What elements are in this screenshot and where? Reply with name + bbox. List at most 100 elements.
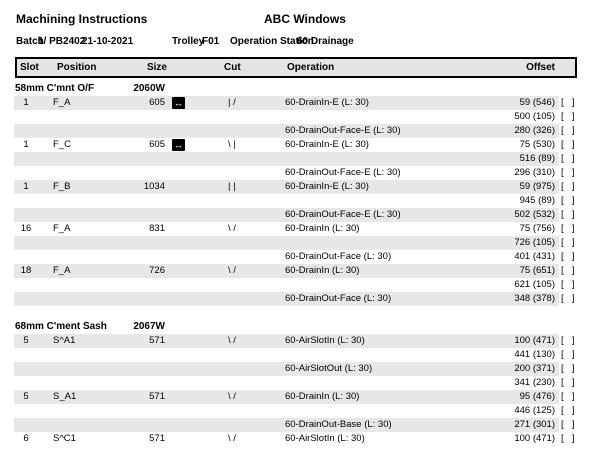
cell-position: S^A1 [53,335,76,346]
checkbox-brackets: [ ] [561,139,576,150]
checkbox-brackets: [ ] [561,433,576,444]
checkbox-brackets: [ ] [561,209,576,220]
cell-offset: 95 (476) [519,391,555,402]
table-header: Slot Position Size Cut Operation Offset [15,57,577,78]
cell-offset: 271 (301) [514,419,555,430]
table-row: 621 (105) [ ] [0,278,600,292]
section-rows: 1 F_A 605 ↔ | / 60-DrainIn-E (L: 30) 59 … [0,96,600,306]
cell-size: 831 [149,223,165,234]
checkbox-brackets: [ ] [561,335,576,346]
table-row: 446 (125) [ ] [0,404,600,418]
section-rows: 5 S^A1 571 \ / 60-AirSlotIn (L: 30) 100 … [0,334,600,446]
row-shading-band [14,418,559,432]
section-header: 68mm C'ment Sash 2067W [0,319,600,334]
cell-position: S_A1 [53,391,77,402]
station-value: 60 Drainage [297,36,354,47]
row-shading-band [14,264,559,278]
table-row: 500 (105) [ ] [0,110,600,124]
batch-bar: Batch 1/ PB2402 21-10-2021 Trolley F01 O… [0,36,600,50]
column-header-slot: Slot [20,62,39,73]
row-shading-band [14,180,559,194]
batch-label: Batch [16,36,44,47]
table-section: 58mm C'mnt O/F 2060W 1 F_A 605 ↔ | / 60-… [0,81,600,306]
cell-size: 605 [149,139,165,150]
cell-size: 726 [149,265,165,276]
table-row: 945 (89) [ ] [0,194,600,208]
cell-offset: 59 (546) [519,97,555,108]
row-shading-band [14,152,559,166]
cell-cut: \ / [228,391,236,402]
cell-operation: 60-DrainIn (L: 30) [285,265,360,276]
column-header-size: Size [146,62,167,73]
cell-slot: 6 [23,433,29,444]
table-row: 60-DrainOut-Face-E (L: 30) 296 (310) [ ] [0,166,600,180]
cell-size: 571 [149,335,165,346]
cell-operation: 60-DrainOut-Face-E (L: 30) [285,209,401,220]
flip-arrow-icon: ↔ [172,97,185,109]
table-body: 58mm C'mnt O/F 2060W 1 F_A 605 ↔ | / 60-… [0,79,600,446]
cell-slot: 16 [20,223,32,234]
company-name: ABC Windows [264,12,346,26]
checkbox-brackets: [ ] [561,419,576,430]
table-row: 726 (105) [ ] [0,236,600,250]
cell-cut: \ / [228,335,236,346]
cell-position: F_A [53,265,71,276]
cell-offset: 280 (326) [514,125,555,136]
batch-date: 21-10-2021 [82,36,134,47]
cell-cut: \ / [228,265,236,276]
cell-operation: 60-DrainOut-Face-E (L: 30) [285,167,401,178]
cell-operation: 60-DrainIn-E (L: 30) [285,97,369,108]
row-shading-band [14,390,559,404]
table-row: 60-DrainOut-Face (L: 30) 401 (431) [ ] [0,250,600,264]
table-row: 60-AirSlotOut (L: 30) 200 (371) [ ] [0,362,600,376]
checkbox-brackets: [ ] [561,125,576,136]
table-row: 441 (130) [ ] [0,348,600,362]
cell-size: 571 [149,433,165,444]
trolley-label: Trolley [172,36,205,47]
cell-cut: \ | [228,139,236,150]
cell-size: 571 [149,391,165,402]
column-header-operation: Operation [287,62,335,73]
cell-operation: 60-DrainIn-E (L: 30) [285,181,369,192]
cell-offset: 296 (310) [514,167,555,178]
flip-arrow-icon: ↔ [172,139,185,151]
cell-offset: 441 (130) [514,349,555,360]
cell-offset: 516 (89) [519,153,555,164]
cell-operation: 60-DrainOut-Face (L: 30) [285,293,392,304]
cell-offset: 100 (471) [514,433,555,444]
checkbox-brackets: [ ] [561,111,576,122]
cell-size: 1034 [143,181,165,192]
cell-offset: 200 (371) [514,363,555,374]
table-row: 341 (230) [ ] [0,376,600,390]
cell-offset: 100 (471) [514,335,555,346]
table-row: 60-DrainOut-Face (L: 30) 348 (378) [ ] [0,292,600,306]
table-row: 60-DrainOut-Face-E (L: 30) 280 (326) [ ] [0,124,600,138]
cell-position: F_B [53,181,71,192]
cell-slot: 5 [23,335,29,346]
section-profile-code: 2067W [133,321,165,332]
row-shading-band [14,96,559,110]
cell-offset: 945 (89) [519,195,555,206]
cell-cut: | / [228,97,236,108]
checkbox-brackets: [ ] [561,377,576,388]
table-row: 5 S_A1 571 \ / 60-DrainIn (L: 30) 95 (47… [0,390,600,404]
cell-operation: 60-DrainIn-E (L: 30) [285,139,369,150]
cell-operation: 60-DrainOut-Face-E (L: 30) [285,125,401,136]
cell-offset: 348 (378) [514,293,555,304]
cell-position: F_C [53,139,71,150]
cell-cut: \ / [228,223,236,234]
table-row: 60-DrainOut-Face-E (L: 30) 502 (532) [ ] [0,208,600,222]
checkbox-brackets: [ ] [561,265,576,276]
table-section: 68mm C'ment Sash 2067W 5 S^A1 571 \ / 60… [0,319,600,446]
checkbox-brackets: [ ] [561,349,576,360]
section-profile-code: 2060W [133,83,165,94]
column-header-position: Position [57,62,97,73]
page-title: Machining Instructions [16,12,148,26]
section-profile-name: 68mm C'ment Sash [15,321,107,332]
table-row: 5 S^A1 571 \ / 60-AirSlotIn (L: 30) 100 … [0,334,600,348]
checkbox-brackets: [ ] [561,405,576,416]
checkbox-brackets: [ ] [561,195,576,206]
column-header-cut: Cut [224,62,241,73]
cell-operation: 60-DrainIn (L: 30) [285,391,360,402]
table-row: 6 S^C1 571 \ / 60-AirSlotIn (L: 30) 100 … [0,432,600,446]
